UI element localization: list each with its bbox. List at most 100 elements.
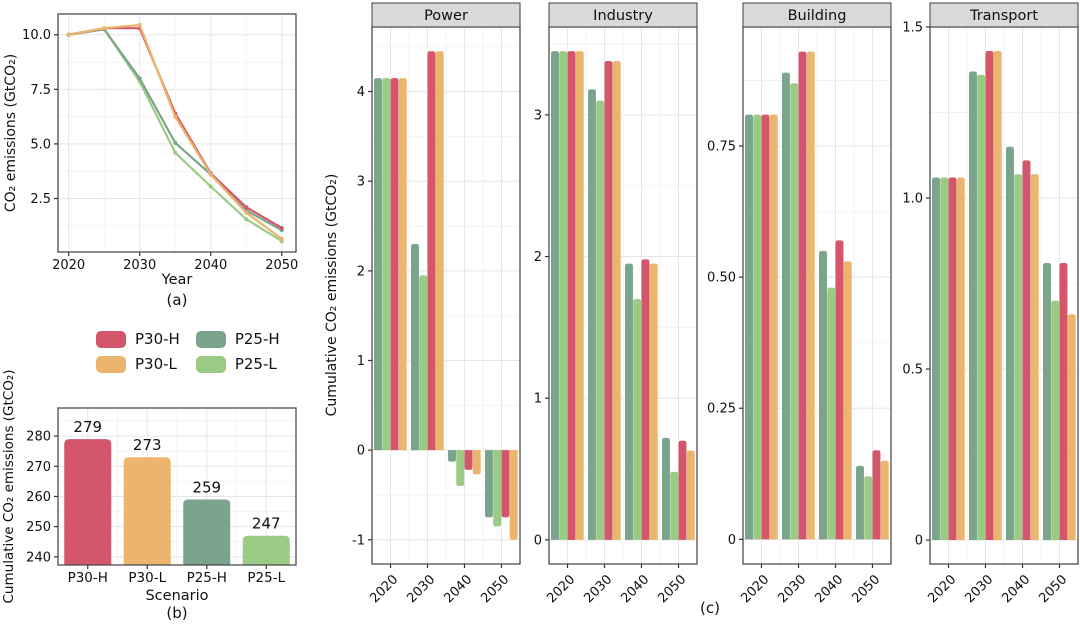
facet-strip bbox=[929, 2, 1079, 28]
facet-transport: 0 0.5 1.0 1.5 2020 2030 2040 2050 Transport bbox=[902, 2, 1079, 606]
caption-c: (c) bbox=[700, 599, 720, 617]
y-tick-label: 0 bbox=[357, 444, 365, 459]
shared-y-axis-title: Cumulative CO₂ emissions (GtCO₂) bbox=[325, 174, 340, 417]
x-tick-label: 2040 bbox=[812, 572, 846, 606]
bar-P25-H-2050 bbox=[856, 465, 864, 540]
y-tick-label: 0.75 bbox=[707, 140, 736, 155]
bar-P25-L-2050 bbox=[1051, 300, 1060, 541]
y-tick-label: 2 bbox=[534, 250, 542, 265]
bar-P30-H-2040 bbox=[1022, 160, 1031, 541]
y-tick-label: 0 bbox=[728, 533, 736, 548]
bar-P30-H-2020 bbox=[761, 114, 770, 540]
panel-c-facet-charts: Cumulative CO₂ emissions (GtCO₂) -1 0 1 2 3 4 2… bbox=[325, 2, 1079, 606]
x-tick-label: 2050 bbox=[849, 572, 883, 606]
x-tick-label: 2030 bbox=[581, 572, 615, 606]
panel-border bbox=[57, 13, 297, 253]
bar-P30-L-2020 bbox=[956, 177, 965, 541]
bar-P30-L bbox=[123, 457, 171, 565]
y-tick-label: 3 bbox=[534, 108, 542, 123]
marker-P30-L-2040 bbox=[208, 172, 213, 177]
bar-P30-L-2050 bbox=[686, 450, 695, 540]
y-tick-label: -1 bbox=[352, 533, 365, 548]
y-tick-label: 3 bbox=[357, 175, 365, 190]
y-tick-label: 10.0 bbox=[22, 28, 51, 43]
bar-P30-H-2020 bbox=[390, 78, 399, 451]
x-axis-title: Scenario bbox=[145, 588, 208, 604]
bar-P25-H-2030 bbox=[969, 71, 977, 541]
bar-P30-H-2050 bbox=[1059, 263, 1068, 541]
x-axis-title: Year bbox=[161, 272, 193, 288]
y-tick-label: 1.0 bbox=[902, 192, 923, 207]
bar-P25-H-2040 bbox=[1006, 146, 1014, 541]
marker-P30-L-2025 bbox=[102, 26, 107, 31]
legend-item-p25-l: P25-L bbox=[195, 355, 280, 373]
y-tick-label: 0.50 bbox=[707, 271, 736, 286]
facet-strip bbox=[548, 2, 698, 28]
y-tick-label: 260 bbox=[26, 490, 51, 505]
y-tick-label: 1 bbox=[357, 354, 365, 369]
facet-strip bbox=[371, 2, 521, 28]
y-axis-title: CO₂ emissions (GtCO₂) bbox=[3, 54, 19, 212]
facet-power: -1 0 1 2 3 4 2020 2030 2040 2050 Power bbox=[352, 2, 521, 606]
legend-label-p25-h: P25-H bbox=[234, 330, 280, 348]
bar-P25-H-2030 bbox=[411, 243, 419, 451]
bar-value-label: 247 bbox=[252, 515, 281, 533]
marker-P25-L-2045 bbox=[244, 217, 249, 222]
bar-P25-L-2030 bbox=[419, 275, 428, 451]
bar-P30-H-2020 bbox=[948, 177, 957, 541]
x-tick-label: 2030 bbox=[962, 572, 996, 606]
bar-P25-H-2050 bbox=[485, 450, 493, 518]
legend-swatch-p30-l bbox=[96, 356, 126, 373]
x-tick-label: P30-H bbox=[68, 570, 108, 586]
x-tick-label: 2020 bbox=[367, 572, 401, 606]
bar-P25-L-2050 bbox=[493, 450, 502, 527]
x-tick-label: 2050 bbox=[1036, 572, 1070, 606]
x-tick-label: P25-L bbox=[247, 570, 285, 586]
legend-swatch-p25-l bbox=[195, 356, 226, 373]
panel-b-bar-chart: 279 273 259 247 240 250 260 270 280 P30-H P30-L P25… bbox=[1, 369, 297, 604]
y-tick-label: 0 bbox=[915, 534, 923, 549]
bar-P30-L-2050 bbox=[509, 450, 518, 540]
bar-P25-L-2030 bbox=[596, 100, 605, 540]
marker-P30-H-2045 bbox=[244, 205, 249, 210]
bar-P25-H-2020 bbox=[551, 51, 559, 540]
marker-P30-L-2030 bbox=[137, 22, 142, 27]
x-tick-label: 2040 bbox=[441, 572, 475, 606]
bar-P25-H-2030 bbox=[782, 72, 790, 540]
bar-P30-H-2040 bbox=[641, 259, 650, 540]
bar-P30-H-2040 bbox=[835, 240, 844, 540]
bar-P25-H-2040 bbox=[625, 263, 633, 540]
bar-P25-L-2040 bbox=[827, 287, 836, 540]
marker-P30-L-2035 bbox=[173, 114, 178, 119]
bar-P25-H-2020 bbox=[374, 78, 382, 451]
y-tick-label: 1.5 bbox=[902, 21, 923, 36]
bar-P25-H-2050 bbox=[662, 437, 670, 540]
legend-label-p25-l: P25-L bbox=[234, 355, 277, 373]
y-tick-label: 5.0 bbox=[30, 137, 51, 152]
legend-swatch-p25-h bbox=[195, 331, 226, 348]
bar-P25-L-2050 bbox=[864, 476, 873, 540]
bar-P25-L-2040 bbox=[456, 450, 465, 487]
bar-P25-L-2040 bbox=[1014, 174, 1023, 541]
legend-item-p30-l: P30-L bbox=[96, 356, 180, 373]
y-tick-label: 280 bbox=[26, 430, 51, 445]
caption-b: (b) bbox=[166, 604, 188, 622]
y-tick-label: 250 bbox=[26, 520, 51, 535]
bar-P25-H-2030 bbox=[588, 89, 596, 540]
bar-P30-H-2040 bbox=[464, 450, 473, 470]
bar-value-label: 279 bbox=[73, 418, 102, 436]
facet-title: Industry bbox=[593, 8, 653, 24]
bar-P30-L-2040 bbox=[843, 261, 852, 540]
x-tick-label: 2020 bbox=[925, 572, 959, 606]
bar-P30-L-2040 bbox=[649, 263, 658, 540]
marker-P30-L-2050 bbox=[279, 236, 284, 241]
y-axis-title: Cumulative CO₂ emissions (GtCO₂) bbox=[1, 369, 17, 603]
bar-P30-L-2040 bbox=[1030, 174, 1039, 541]
bar-P30-L-2050 bbox=[880, 460, 889, 540]
y-tick-label: 1 bbox=[534, 392, 542, 407]
caption-a: (a) bbox=[166, 291, 188, 309]
facet-title: Transport bbox=[969, 8, 1038, 24]
bar-P25-H-2040 bbox=[819, 250, 827, 540]
